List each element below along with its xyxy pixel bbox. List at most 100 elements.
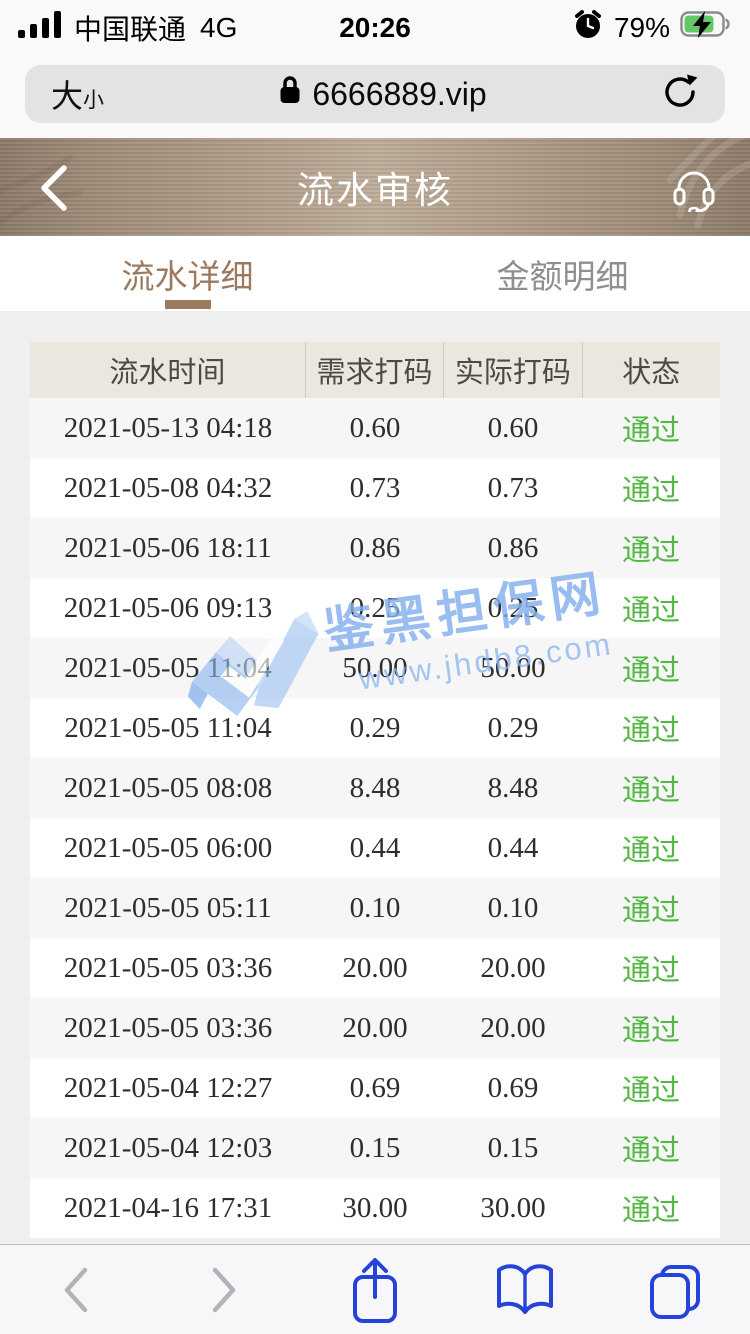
cell-required: 0.29 bbox=[349, 711, 401, 744]
cell-time: 2021-05-05 08:08 bbox=[63, 771, 273, 804]
carrier-label: 中国联通 bbox=[74, 14, 187, 45]
alarm-clock-icon bbox=[572, 9, 604, 48]
share-button[interactable] bbox=[300, 1255, 450, 1325]
battery-percent-label: 79% bbox=[613, 12, 670, 43]
cell-actual: 0.25 bbox=[487, 591, 539, 624]
customer-service-button[interactable] bbox=[670, 164, 718, 216]
content-area: 流水时间 需求打码 实际打码 状态 2021-05-13 04:18 0.60 0.… bbox=[0, 311, 750, 1244]
cell-time: 2021-05-05 03:36 bbox=[63, 1011, 273, 1044]
column-header-required: 需求打码 bbox=[304, 342, 443, 398]
leaf-decoration-icon bbox=[0, 155, 83, 226]
table-header-row: 流水时间 需求打码 实际打码 状态 bbox=[30, 342, 720, 398]
tab-amount-detail[interactable]: 金额明细 bbox=[375, 236, 750, 311]
cell-required: 0.69 bbox=[349, 1071, 401, 1104]
cell-required: 30.00 bbox=[342, 1191, 408, 1224]
tab-flow-detail[interactable]: 流水详细 bbox=[0, 236, 375, 311]
clock-time: 20:26 bbox=[339, 12, 411, 43]
cell-status: 通过 bbox=[621, 775, 680, 807]
cell-required: 0.15 bbox=[349, 1131, 401, 1164]
cell-status: 通过 bbox=[621, 475, 680, 507]
cell-status: 通过 bbox=[621, 895, 680, 927]
table-row: 2021-04-16 17:31 30.00 30.00 通过 bbox=[30, 1178, 720, 1238]
reload-button[interactable] bbox=[661, 73, 699, 116]
column-header-actual: 实际打码 bbox=[443, 342, 581, 398]
address-bar[interactable]: 大 小 6666889.vip bbox=[25, 65, 725, 123]
cell-required: 50.00 bbox=[342, 651, 408, 684]
cell-time: 2021-05-05 05:11 bbox=[64, 891, 272, 924]
cell-time: 2021-05-05 06:00 bbox=[63, 831, 273, 864]
table-row: 2021-05-05 11:04 0.29 0.29 通过 bbox=[30, 698, 720, 758]
browser-toolbar bbox=[0, 1244, 750, 1334]
cell-status: 通过 bbox=[621, 535, 680, 567]
cell-actual: 0.15 bbox=[487, 1131, 539, 1164]
cell-actual: 20.00 bbox=[480, 1011, 546, 1044]
table-row: 2021-05-06 09:13 0.25 0.25 通过 bbox=[30, 578, 720, 638]
tab-amount-detail-label: 金额明细 bbox=[496, 257, 629, 295]
cell-required: 8.48 bbox=[349, 771, 401, 804]
network-type-label: 4G bbox=[200, 12, 238, 43]
back-button[interactable] bbox=[34, 162, 74, 214]
cell-required: 20.00 bbox=[342, 951, 408, 984]
cell-actual: 0.86 bbox=[487, 531, 539, 564]
browser-url-area: 大 小 6666889.vip bbox=[0, 50, 750, 138]
cell-status: 通过 bbox=[621, 415, 680, 447]
table-row: 2021-05-04 12:27 0.69 0.69 通过 bbox=[30, 1058, 720, 1118]
cell-actual: 8.48 bbox=[487, 771, 539, 804]
table-row: 2021-05-05 08:08 8.48 8.48 通过 bbox=[30, 758, 720, 818]
cell-time: 2021-05-08 04:32 bbox=[63, 471, 273, 504]
table-row: 2021-05-05 06:00 0.44 0.44 通过 bbox=[30, 818, 720, 878]
signal-bars-icon bbox=[18, 10, 64, 47]
table-row: 2021-05-05 03:36 20.00 20.00 通过 bbox=[30, 938, 720, 998]
flow-table: 流水时间 需求打码 实际打码 状态 2021-05-13 04:18 0.60 0.… bbox=[30, 342, 720, 1238]
column-header-status: 状态 bbox=[581, 342, 720, 398]
cell-status: 通过 bbox=[621, 1135, 680, 1167]
table-row: 2021-05-05 03:36 20.00 20.00 通过 bbox=[30, 998, 720, 1058]
tabs-button[interactable] bbox=[600, 1259, 750, 1321]
cell-status: 通过 bbox=[621, 1195, 680, 1227]
cell-required: 0.73 bbox=[349, 471, 401, 504]
cell-required: 20.00 bbox=[342, 1011, 408, 1044]
table-row: 2021-05-06 18:11 0.86 0.86 通过 bbox=[30, 518, 720, 578]
browser-forward-button[interactable] bbox=[150, 1264, 300, 1316]
cell-required: 0.86 bbox=[349, 531, 401, 564]
table-row: 2021-05-04 12:03 0.15 0.15 通过 bbox=[30, 1118, 720, 1178]
cell-status: 通过 bbox=[621, 955, 680, 987]
cell-time: 2021-05-13 04:18 bbox=[63, 411, 273, 444]
cell-actual: 0.44 bbox=[487, 831, 539, 864]
cell-actual: 0.10 bbox=[487, 891, 539, 924]
cell-time: 2021-04-16 17:31 bbox=[63, 1191, 273, 1224]
browser-back-button[interactable] bbox=[0, 1264, 150, 1316]
url-text: 6666889.vip bbox=[312, 75, 487, 112]
tab-flow-detail-label: 流水详细 bbox=[121, 257, 254, 295]
battery-charging-icon bbox=[680, 10, 732, 46]
cell-time: 2021-05-06 09:13 bbox=[63, 591, 273, 624]
cell-actual: 50.00 bbox=[480, 651, 546, 684]
cell-status: 通过 bbox=[621, 715, 680, 747]
text-size-button[interactable]: 大 小 bbox=[51, 71, 104, 117]
cell-time: 2021-05-05 03:36 bbox=[63, 951, 273, 984]
table-row: 2021-05-05 11:04 50.00 50.00 通过 bbox=[30, 638, 720, 698]
cell-actual: 0.29 bbox=[487, 711, 539, 744]
cell-required: 0.10 bbox=[349, 891, 401, 924]
text-size-small-label: 小 bbox=[83, 89, 105, 112]
bookmarks-button[interactable] bbox=[450, 1262, 600, 1318]
cell-time: 2021-05-06 18:11 bbox=[64, 531, 272, 564]
page-header: 流水审核 bbox=[0, 138, 750, 236]
cell-actual: 0.60 bbox=[487, 411, 539, 444]
cell-time: 2021-05-04 12:03 bbox=[63, 1131, 273, 1164]
table-row: 2021-05-08 04:32 0.73 0.73 通过 bbox=[30, 458, 720, 518]
cell-status: 通过 bbox=[621, 1015, 680, 1047]
cell-status: 通过 bbox=[621, 1075, 680, 1107]
text-size-big-label: 大 bbox=[51, 78, 84, 114]
cell-actual: 0.69 bbox=[487, 1071, 539, 1104]
cell-time: 2021-05-04 12:27 bbox=[63, 1071, 273, 1104]
cell-actual: 30.00 bbox=[480, 1191, 546, 1224]
page-title: 流水审核 bbox=[297, 170, 453, 211]
cell-status: 通过 bbox=[621, 655, 680, 687]
cell-time: 2021-05-05 11:04 bbox=[64, 651, 272, 684]
cell-actual: 0.73 bbox=[487, 471, 539, 504]
column-header-time: 流水时间 bbox=[109, 357, 226, 389]
table-body: 2021-05-13 04:18 0.60 0.60 通过 2021-05-08 04:… bbox=[30, 398, 720, 1238]
cell-status: 通过 bbox=[621, 595, 680, 627]
